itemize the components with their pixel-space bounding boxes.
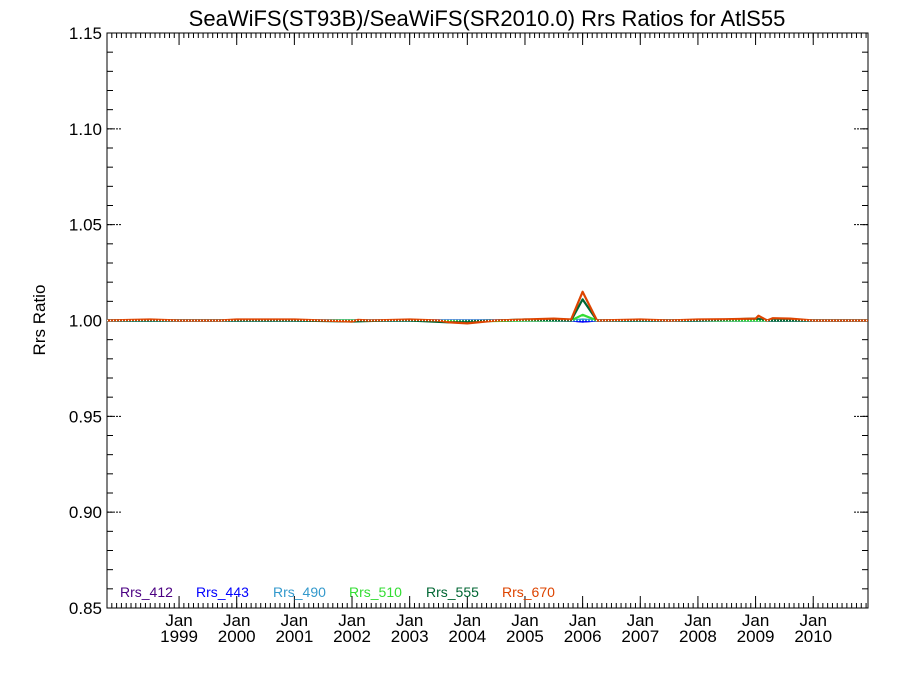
plot-area: 0.850.900.951.001.051.101.15Jan1999Jan20… <box>69 24 869 646</box>
x-tick-label-month: Jan <box>454 611 481 630</box>
series-line-rrs_670 <box>106 290 868 325</box>
x-tick-label-month: Jan <box>627 611 654 630</box>
x-tick-label-year: 2010 <box>794 627 832 646</box>
y-tick-label: 0.90 <box>69 503 102 522</box>
x-tick-label-month: Jan <box>281 611 308 630</box>
x-tick-label-month: Jan <box>396 611 423 630</box>
x-tick-label-year: 2001 <box>275 627 313 646</box>
x-tick-label-year: 2004 <box>448 627 486 646</box>
y-tick-label: 1.10 <box>69 120 102 139</box>
x-tick-label-month: Jan <box>742 611 769 630</box>
x-tick-label-year: 2002 <box>333 627 371 646</box>
y-tick-label: 1.00 <box>69 312 102 331</box>
chart-title: SeaWiFS(ST93B)/SeaWiFS(SR2010.0) Rrs Rat… <box>189 6 786 31</box>
x-tick-label-year: 1999 <box>160 627 198 646</box>
legend-entry: Rrs_443 <box>196 584 249 600</box>
x-tick-label-month: Jan <box>223 611 250 630</box>
x-tick-label-month: Jan <box>684 611 711 630</box>
x-tick-label-year: 2003 <box>391 627 429 646</box>
legend-entry: Rrs_490 <box>273 584 326 600</box>
x-tick-label-year: 2009 <box>737 627 775 646</box>
x-tick-label-month: Jan <box>338 611 365 630</box>
x-tick-label-month: Jan <box>165 611 192 630</box>
x-tick-label-year: 2000 <box>218 627 256 646</box>
x-tick-label-year: 2007 <box>621 627 659 646</box>
x-tick-label-year: 2006 <box>564 627 602 646</box>
x-tick-label-year: 2005 <box>506 627 544 646</box>
x-tick-label-month: Jan <box>800 611 827 630</box>
y-tick-label: 0.85 <box>69 599 102 618</box>
legend-entry: Rrs_412 <box>120 584 173 600</box>
x-tick-label-month: Jan <box>511 611 538 630</box>
legend-entry: Rrs_670 <box>502 584 555 600</box>
y-tick-label: 1.15 <box>69 24 102 43</box>
x-tick-label-year: 2008 <box>679 627 717 646</box>
y-tick-label: 0.95 <box>69 407 102 426</box>
legend-entry: Rrs_510 <box>349 584 402 600</box>
y-axis-label: Rrs Ratio <box>30 285 49 356</box>
legend-entry: Rrs_555 <box>426 584 479 600</box>
y-tick-label: 1.05 <box>69 216 102 235</box>
x-tick-label-month: Jan <box>569 611 596 630</box>
